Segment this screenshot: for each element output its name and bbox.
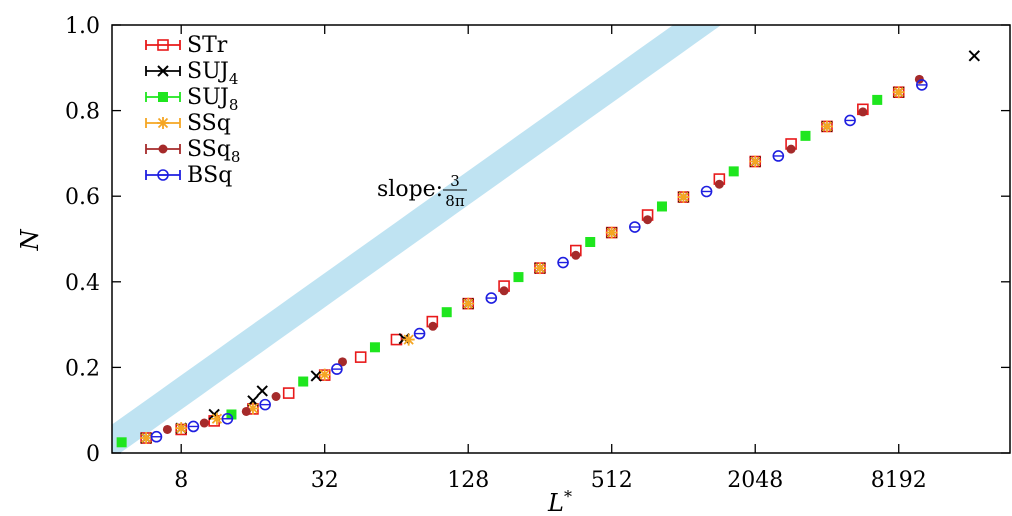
y-tick-label: 0.2 [65, 356, 100, 381]
legend-item: SUJ4 [145, 59, 238, 88]
y-tick-label: 1.0 [65, 14, 100, 39]
data-point [390, 333, 403, 346]
slope-label: slope: [377, 177, 443, 202]
legend-label: SUJ8 [187, 85, 238, 114]
data-point [246, 402, 259, 415]
slope-band [112, 25, 722, 453]
plot-frame [111, 24, 1011, 454]
data-point [402, 333, 415, 346]
x-axis-label: L* [547, 487, 572, 516]
legend-label: SUJ4 [187, 59, 238, 88]
data-point [310, 370, 322, 382]
legend-item: STr [145, 33, 228, 58]
data-point [571, 250, 581, 260]
x-tick-label: 32 [311, 468, 339, 493]
data-point [513, 272, 524, 283]
data-point [282, 387, 295, 399]
legend-item: SUJ8 [145, 85, 238, 114]
y-axis-label: N [16, 229, 44, 252]
slope-numerator: 3 [450, 172, 460, 190]
data-point [728, 166, 739, 177]
data-points [116, 50, 981, 448]
x-tick-label: 512 [591, 468, 633, 493]
data-point [116, 437, 127, 448]
legend-marker [158, 144, 168, 154]
data-point [872, 94, 883, 105]
data-point [800, 130, 811, 141]
legend-item: BSq [145, 163, 232, 188]
x-tick-label: 2048 [727, 468, 783, 493]
data-point [441, 307, 452, 318]
legend-marker [158, 92, 168, 102]
legend-marker [157, 117, 169, 129]
slope-annotation: slope: 3 8π [377, 172, 467, 210]
data-point [892, 86, 905, 99]
data-point [714, 179, 724, 189]
legend-label: STr [187, 33, 228, 58]
data-point [318, 368, 331, 381]
legend-marker [157, 65, 169, 77]
legend-label: SSq [187, 111, 231, 136]
x-tick-label: 8192 [871, 468, 927, 493]
data-point [162, 424, 172, 434]
data-point [858, 107, 868, 117]
data-point [585, 236, 596, 247]
data-point [428, 321, 438, 331]
y-tick-label: 0.6 [65, 185, 100, 210]
data-point [226, 409, 237, 420]
data-point [968, 50, 981, 62]
y-tick-label: 0.4 [65, 271, 100, 296]
data-point [499, 286, 509, 296]
data-point [199, 418, 209, 428]
slope-denominator: 8π [445, 192, 465, 210]
axes: 8 32 128 512 2048 8192 0 0.2 0.4 0.6 0.8 1.0 [65, 14, 1010, 493]
legend-item: SSq8 [145, 137, 240, 166]
data-point [140, 432, 153, 445]
data-point [656, 201, 667, 212]
data-point [241, 406, 251, 416]
data-point [533, 262, 546, 275]
data-point [210, 412, 223, 425]
data-point [643, 215, 653, 225]
data-point [605, 226, 618, 239]
legend-marker [157, 39, 169, 51]
slope-band-area [112, 25, 722, 453]
data-point [298, 376, 309, 387]
series-5 [150, 79, 928, 443]
legend-label: BSq [187, 163, 232, 188]
y-tick-label: 0 [86, 442, 100, 467]
series-2 [116, 94, 883, 448]
legend-item: SSq [145, 111, 231, 136]
data-point [256, 385, 268, 397]
data-point [820, 120, 833, 133]
data-point [749, 155, 762, 168]
data-point [462, 297, 475, 310]
y-tick-label: 0.8 [65, 100, 100, 125]
series-4 [162, 74, 924, 434]
data-point [677, 191, 690, 204]
legend-label: SSq8 [187, 137, 240, 166]
data-point [271, 392, 281, 402]
series-3 [140, 86, 905, 445]
data-point [175, 422, 188, 435]
data-point [337, 357, 347, 367]
x-tick-label: 128 [447, 468, 489, 493]
x-tick-label: 8 [174, 468, 188, 493]
data-point [369, 342, 380, 353]
data-point [354, 351, 367, 363]
data-point [786, 144, 796, 154]
